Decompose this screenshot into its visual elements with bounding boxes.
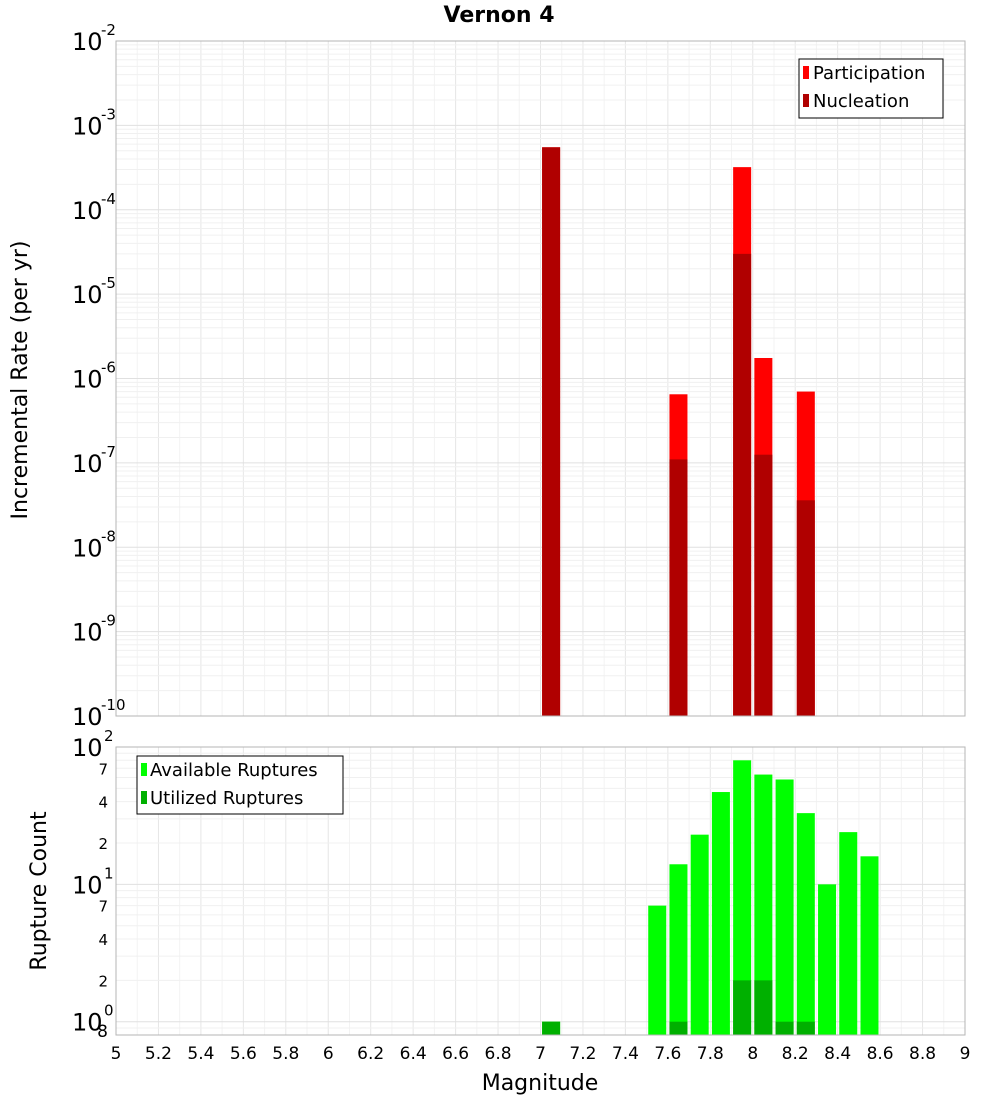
bottom-y-minor-tick: 4 bbox=[98, 931, 108, 949]
nucleation-bar bbox=[542, 147, 561, 717]
top-y-tick-base: 10 bbox=[72, 450, 103, 478]
bottom-panel-bars bbox=[542, 760, 879, 1035]
top-y-tick-base: 10 bbox=[72, 534, 103, 562]
x-axis-label: Magnitude bbox=[482, 1071, 599, 1096]
bottom-legend-box bbox=[136, 755, 344, 815]
top-panel-grid bbox=[115, 41, 966, 717]
x-tick-label: 6.4 bbox=[400, 1044, 427, 1064]
top-y-tick-exponent: -3 bbox=[101, 105, 116, 123]
utilized-ruptures-bar bbox=[733, 980, 752, 1035]
bottom-y-tick-base: 10 bbox=[72, 871, 103, 899]
x-tick-label: 6.2 bbox=[357, 1044, 384, 1064]
top-y-tick-base: 10 bbox=[72, 281, 103, 309]
top-y-tick-exponent: -6 bbox=[101, 359, 116, 377]
top-y-tick-base: 10 bbox=[72, 703, 103, 731]
bottom-y-minor-tick: 2 bbox=[98, 835, 108, 853]
available-ruptures-bar bbox=[860, 856, 879, 1035]
available-ruptures-bar bbox=[796, 813, 815, 1035]
nucleation-bar bbox=[754, 454, 773, 716]
available-ruptures-bar bbox=[733, 760, 752, 1035]
bottom-y-minor-tick: 8 bbox=[97, 1022, 108, 1042]
top-y-tick-exponent: -2 bbox=[101, 21, 116, 39]
bottom-y-tick-base: 10 bbox=[72, 734, 103, 762]
legend-label-available-ruptures: Available Ruptures bbox=[150, 760, 318, 781]
x-tick-label: 5 bbox=[111, 1044, 122, 1064]
x-tick-label: 7 bbox=[535, 1044, 546, 1064]
legend-swatch-participation bbox=[803, 66, 809, 79]
utilized-ruptures-bar bbox=[669, 1021, 688, 1035]
legend-swatch-nucleation bbox=[803, 94, 809, 107]
x-tick-label: 7.8 bbox=[697, 1044, 724, 1064]
legend-swatch-available-ruptures bbox=[141, 763, 147, 776]
nucleation-bar bbox=[733, 253, 752, 716]
bottom-plot-frame bbox=[115, 746, 966, 1036]
available-ruptures-bar bbox=[669, 864, 688, 1035]
available-ruptures-bar bbox=[775, 779, 794, 1035]
x-tick-label: 6.8 bbox=[485, 1044, 512, 1064]
x-tick-label: 8.4 bbox=[824, 1044, 851, 1064]
bottom-y-tick-exponent: 2 bbox=[104, 727, 114, 745]
x-tick-label: 7.4 bbox=[612, 1044, 639, 1064]
x-tick-label: 7.6 bbox=[654, 1044, 681, 1064]
legend-label-participation: Participation bbox=[813, 63, 925, 84]
utilized-ruptures-bar bbox=[775, 1021, 794, 1035]
nucleation-bar bbox=[796, 500, 815, 716]
top-y-tick-base: 10 bbox=[72, 197, 103, 225]
top-y-tick-base: 10 bbox=[72, 112, 103, 140]
bottom-y-tick-exponent: 1 bbox=[104, 864, 114, 882]
legend-swatch-utilized-ruptures bbox=[141, 791, 147, 804]
available-ruptures-bar bbox=[839, 832, 858, 1035]
bottom-y-minor-tick: 4 bbox=[98, 794, 108, 812]
available-ruptures-bar bbox=[648, 905, 667, 1035]
utilized-ruptures-bar bbox=[796, 1021, 815, 1035]
top-legend: Participation Nucleation bbox=[798, 58, 944, 119]
available-ruptures-bar bbox=[690, 834, 709, 1035]
bottom-y-tick-exponent: 0 bbox=[104, 1002, 114, 1020]
top-y-tick-base: 10 bbox=[72, 28, 103, 56]
bottom-y-minor-tick: 7 bbox=[98, 760, 108, 778]
top-y-tick-exponent: -4 bbox=[101, 190, 116, 208]
x-tick-label: 8 bbox=[747, 1044, 758, 1064]
available-ruptures-bar bbox=[754, 774, 773, 1035]
x-tick-label: 5.8 bbox=[272, 1044, 299, 1064]
bottom-y-tick-base: 10 bbox=[72, 1009, 103, 1037]
x-tick-label: 9 bbox=[960, 1044, 971, 1064]
x-tick-label: 7.2 bbox=[569, 1044, 596, 1064]
top-y-tick-exponent: -8 bbox=[101, 527, 116, 545]
x-tick-label: 5.6 bbox=[230, 1044, 257, 1064]
nucleation-bar bbox=[669, 459, 688, 716]
x-tick-label: 8.2 bbox=[782, 1044, 809, 1064]
utilized-ruptures-bar bbox=[542, 1021, 561, 1035]
bottom-y-axis-label: Rupture Count bbox=[27, 811, 52, 971]
top-y-tick-exponent: -10 bbox=[101, 696, 126, 714]
x-tick-label: 5.2 bbox=[145, 1044, 172, 1064]
top-panel-bars bbox=[542, 147, 815, 717]
top-y-tick-exponent: -5 bbox=[101, 274, 116, 292]
x-tick-label: 6 bbox=[323, 1044, 334, 1064]
top-y-tick-exponent: -9 bbox=[101, 612, 116, 630]
top-y-tick-base: 10 bbox=[72, 366, 103, 394]
legend-label-utilized-ruptures: Utilized Ruptures bbox=[150, 788, 303, 809]
chart-title: Vernon 4 bbox=[444, 3, 555, 28]
available-ruptures-bar bbox=[711, 792, 730, 1035]
x-tick-label: 5.4 bbox=[187, 1044, 214, 1064]
top-plot-frame bbox=[115, 40, 966, 717]
available-ruptures-bar bbox=[818, 884, 837, 1035]
bottom-legend: Available Ruptures Utilized Ruptures bbox=[136, 755, 344, 815]
top-legend-box bbox=[798, 58, 944, 119]
top-y-tick-exponent: -7 bbox=[101, 443, 116, 461]
legend-label-nucleation: Nucleation bbox=[813, 91, 909, 112]
x-tick-labels: 5 5.2 5.4 5.6 5.8 6 6.2 6.4 6.6 6.8 7 7.2 7.4 7.6 7.8 8… bbox=[111, 1044, 971, 1064]
x-tick-label: 6.6 bbox=[442, 1044, 469, 1064]
top-y-tick-base: 10 bbox=[72, 619, 103, 647]
x-tick-label: 8.8 bbox=[909, 1044, 936, 1064]
bottom-y-minor-tick: 7 bbox=[98, 898, 108, 916]
bottom-y-minor-tick: 2 bbox=[98, 972, 108, 990]
x-tick-label: 8.6 bbox=[867, 1044, 894, 1064]
top-y-axis-label: Incremental Rate (per yr) bbox=[8, 241, 33, 520]
utilized-ruptures-bar bbox=[754, 980, 773, 1035]
